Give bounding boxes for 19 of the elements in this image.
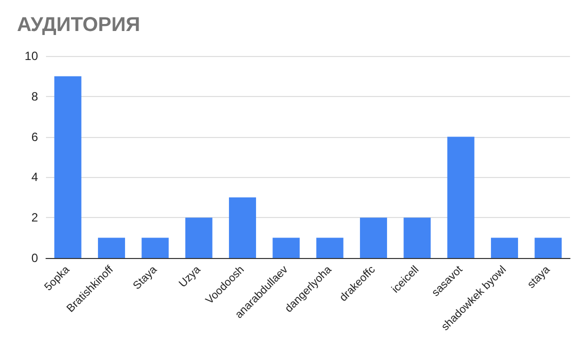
bar xyxy=(490,238,518,258)
bar xyxy=(404,218,431,258)
bar xyxy=(185,218,212,258)
bar xyxy=(54,76,82,258)
bar xyxy=(228,197,256,258)
bar xyxy=(272,238,300,258)
y-tick-label: 10 xyxy=(24,49,38,63)
bar xyxy=(98,238,126,258)
bar xyxy=(534,238,562,258)
chart-title: АУДИТОРИЯ xyxy=(17,14,140,36)
y-tick-label: 6 xyxy=(31,130,38,144)
y-tick-label: 0 xyxy=(31,251,38,265)
bar xyxy=(447,136,474,258)
y-tick-label: 4 xyxy=(31,170,38,184)
y-tick-label: 8 xyxy=(31,89,38,104)
y-tick-label: 2 xyxy=(31,210,38,225)
bar xyxy=(142,238,169,258)
bar xyxy=(360,218,388,258)
bar xyxy=(316,238,344,258)
